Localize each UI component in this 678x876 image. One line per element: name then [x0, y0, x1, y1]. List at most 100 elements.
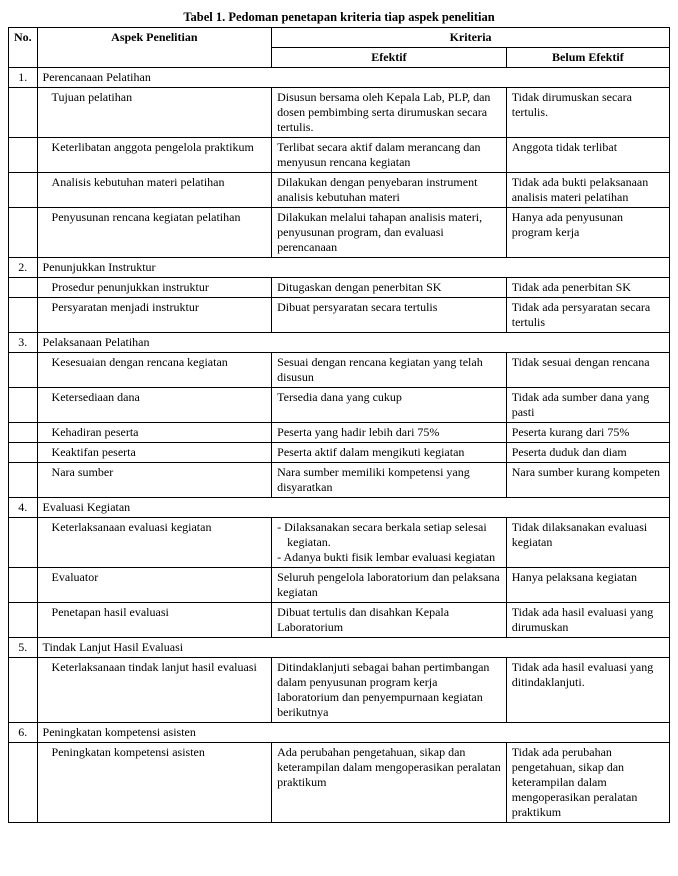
belum-cell: Nara sumber kurang kompeten — [506, 463, 669, 498]
belum-cell: Tidak ada penerbitan SK — [506, 278, 669, 298]
section-row: 6.Peningkatan kompetensi asisten — [9, 723, 670, 743]
efektif-cell: Dibuat persyaratan secara tertulis — [272, 298, 507, 333]
section-title: Penunjukkan Instruktur — [37, 258, 669, 278]
table-row: Keterlibatan anggota pengelola praktikum… — [9, 138, 670, 173]
aspek-cell: Evaluator — [37, 568, 272, 603]
section-number: 6. — [9, 723, 38, 743]
belum-cell: Tidak ada sumber dana yang pasti — [506, 388, 669, 423]
efektif-cell: Ada perubahan pengetahuan, sikap dan ket… — [272, 743, 507, 823]
row-number — [9, 518, 38, 568]
aspek-cell: Keterlaksanaan evaluasi kegiatan — [37, 518, 272, 568]
table-row: Peningkatan kompetensi asistenAda peruba… — [9, 743, 670, 823]
belum-cell: Hanya ada penyusunan program kerja — [506, 208, 669, 258]
belum-cell: Tidak ada persyaratan secara tertulis — [506, 298, 669, 333]
row-number — [9, 88, 38, 138]
header-kriteria: Kriteria — [272, 28, 670, 48]
efektif-cell: Tersedia dana yang cukup — [272, 388, 507, 423]
row-number — [9, 463, 38, 498]
aspek-cell: Keterlibatan anggota pengelola praktikum — [37, 138, 272, 173]
aspek-cell: Penetapan hasil evaluasi — [37, 603, 272, 638]
section-title: Evaluasi Kegiatan — [37, 498, 669, 518]
aspek-cell: Peningkatan kompetensi asisten — [37, 743, 272, 823]
section-row: 4.Evaluasi Kegiatan — [9, 498, 670, 518]
efektif-cell: Peserta aktif dalam mengikuti kegiatan — [272, 443, 507, 463]
table-row: Keterlaksanaan evaluasi kegiatan- Dilaks… — [9, 518, 670, 568]
table-row: Penyusunan rencana kegiatan pelatihanDil… — [9, 208, 670, 258]
header-no: No. — [9, 28, 38, 68]
section-title: Pelaksanaan Pelatihan — [37, 333, 669, 353]
row-number — [9, 603, 38, 638]
efektif-cell: Ditugaskan dengan penerbitan SK — [272, 278, 507, 298]
row-number — [9, 173, 38, 208]
header-aspek: Aspek Penelitian — [37, 28, 272, 68]
belum-cell: Tidak ada perubahan pengetahuan, sikap d… — [506, 743, 669, 823]
table-row: Ketersediaan danaTersedia dana yang cuku… — [9, 388, 670, 423]
efektif-cell: Dibuat tertulis dan disahkan Kepala Labo… — [272, 603, 507, 638]
row-number — [9, 298, 38, 333]
section-title: Tindak Lanjut Hasil Evaluasi — [37, 638, 669, 658]
row-number — [9, 423, 38, 443]
aspek-cell: Penyusunan rencana kegiatan pelatihan — [37, 208, 272, 258]
table-row: Prosedur penunjukkan instrukturDitugaska… — [9, 278, 670, 298]
belum-cell: Hanya pelaksana kegiatan — [506, 568, 669, 603]
section-number: 2. — [9, 258, 38, 278]
section-row: 5.Tindak Lanjut Hasil Evaluasi — [9, 638, 670, 658]
belum-cell: Tidak sesuai dengan rencana — [506, 353, 669, 388]
section-row: 2.Penunjukkan Instruktur — [9, 258, 670, 278]
section-number: 4. — [9, 498, 38, 518]
aspek-cell: Nara sumber — [37, 463, 272, 498]
belum-cell: Peserta duduk dan diam — [506, 443, 669, 463]
aspek-cell: Kesesuaian dengan rencana kegiatan — [37, 353, 272, 388]
efektif-cell: Nara sumber memiliki kompetensi yang dis… — [272, 463, 507, 498]
criteria-table: No. Aspek Penelitian Kriteria Efektif Be… — [8, 27, 670, 823]
row-number — [9, 658, 38, 723]
table-row: Keaktifan pesertaPeserta aktif dalam men… — [9, 443, 670, 463]
row-number — [9, 388, 38, 423]
row-number — [9, 443, 38, 463]
table-row: Kehadiran pesertaPeserta yang hadir lebi… — [9, 423, 670, 443]
table-header: No. Aspek Penelitian Kriteria Efektif Be… — [9, 28, 670, 68]
aspek-cell: Ketersediaan dana — [37, 388, 272, 423]
table-row: Nara sumberNara sumber memiliki kompeten… — [9, 463, 670, 498]
efektif-cell: Seluruh pengelola laboratorium dan pelak… — [272, 568, 507, 603]
efektif-cell: Peserta yang hadir lebih dari 75% — [272, 423, 507, 443]
aspek-cell: Tujuan pelatihan — [37, 88, 272, 138]
belum-cell: Tidak ada bukti pelaksanaan analisis mat… — [506, 173, 669, 208]
efektif-cell: - Dilaksanakan secara berkala setiap sel… — [272, 518, 507, 568]
section-title: Peningkatan kompetensi asisten — [37, 723, 669, 743]
row-number — [9, 353, 38, 388]
section-title: Perencanaan Pelatihan — [37, 68, 669, 88]
header-belum: Belum Efektif — [506, 48, 669, 68]
table-row: Analisis kebutuhan materi pelatihanDilak… — [9, 173, 670, 208]
table-body: 1.Perencanaan PelatihanTujuan pelatihanD… — [9, 68, 670, 823]
row-number — [9, 278, 38, 298]
efektif-cell: Dilakukan melalui tahapan analisis mater… — [272, 208, 507, 258]
row-number — [9, 743, 38, 823]
table-row: Penetapan hasil evaluasiDibuat tertulis … — [9, 603, 670, 638]
efektif-list-item: - Dilaksanakan secara berkala setiap sel… — [277, 520, 501, 550]
efektif-cell: Disusun bersama oleh Kepala Lab, PLP, da… — [272, 88, 507, 138]
section-number: 5. — [9, 638, 38, 658]
section-row: 1.Perencanaan Pelatihan — [9, 68, 670, 88]
efektif-cell: Ditindaklanjuti sebagai bahan pertimbang… — [272, 658, 507, 723]
aspek-cell: Keaktifan peserta — [37, 443, 272, 463]
aspek-cell: Prosedur penunjukkan instruktur — [37, 278, 272, 298]
belum-cell: Anggota tidak terlibat — [506, 138, 669, 173]
section-row: 3.Pelaksanaan Pelatihan — [9, 333, 670, 353]
table-row: Persyaratan menjadi instrukturDibuat per… — [9, 298, 670, 333]
aspek-cell: Persyaratan menjadi instruktur — [37, 298, 272, 333]
aspek-cell: Analisis kebutuhan materi pelatihan — [37, 173, 272, 208]
table-row: Tujuan pelatihanDisusun bersama oleh Kep… — [9, 88, 670, 138]
table-caption: Tabel 1. Pedoman penetapan kriteria tiap… — [8, 10, 670, 25]
row-number — [9, 138, 38, 173]
belum-cell: Peserta kurang dari 75% — [506, 423, 669, 443]
aspek-cell: Kehadiran peserta — [37, 423, 272, 443]
section-number: 1. — [9, 68, 38, 88]
aspek-cell: Keterlaksanaan tindak lanjut hasil evalu… — [37, 658, 272, 723]
efektif-cell: Sesuai dengan rencana kegiatan yang tela… — [272, 353, 507, 388]
row-number — [9, 208, 38, 258]
table-row: Kesesuaian dengan rencana kegiatanSesuai… — [9, 353, 670, 388]
belum-cell: Tidak dirumuskan secara tertulis. — [506, 88, 669, 138]
efektif-list-item: - Adanya bukti fisik lembar evaluasi keg… — [277, 550, 501, 565]
row-number — [9, 568, 38, 603]
